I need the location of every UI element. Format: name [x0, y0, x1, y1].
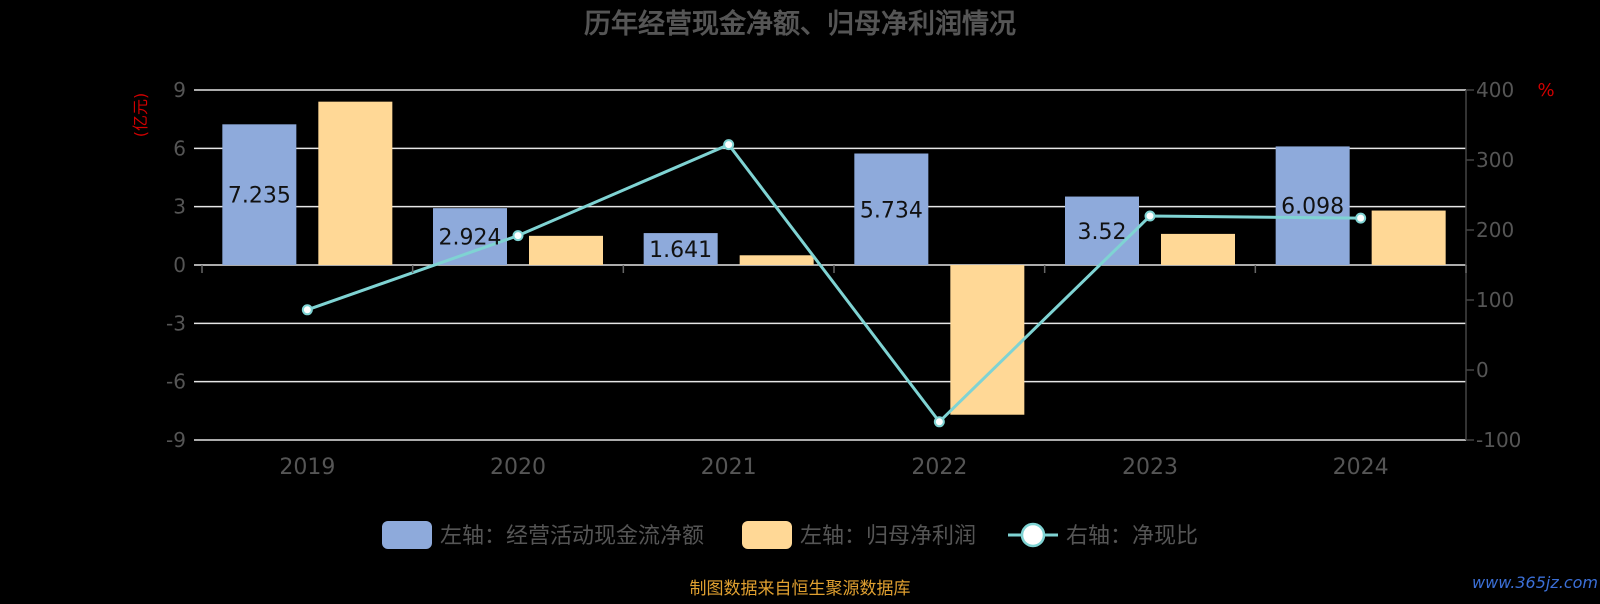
right-tick-label: 300 [1476, 148, 1514, 172]
line-point [301, 304, 313, 316]
line-point [723, 139, 735, 151]
right-tick-label: 100 [1476, 288, 1514, 312]
left-tick-label: -3 [166, 311, 186, 335]
bar-data-label: 6.098 [1281, 195, 1344, 220]
legend[interactable]: 左轴：经营活动现金流净额 左轴：归母净利润 右轴：净现比 [382, 521, 1198, 549]
right-tick-label: 400 [1476, 78, 1514, 102]
bar-data-label: 7.235 [228, 184, 291, 209]
legend-item[interactable]: 右轴：净现比 [1008, 522, 1198, 549]
bar-operating-cash-flow [1275, 146, 1350, 265]
legend-label: 左轴：归母净利润 [800, 524, 976, 549]
bar-operating-cash-flow [1065, 196, 1139, 265]
watermark: www.365jz.com [1472, 573, 1598, 592]
legend-item[interactable]: 左轴：归母净利润 [742, 521, 976, 549]
left-tick-label: 0 [173, 253, 186, 277]
left-tick-label: 3 [173, 195, 186, 219]
left-tick-label: 9 [173, 78, 186, 102]
axis-layer: 9 6 3 0 -3 -6 -9 400 300 200 100 0 -100 2019 2020 2021 2… [166, 78, 1521, 480]
right-tick-label: 200 [1476, 218, 1514, 242]
bar-operating-cash-flow [433, 208, 507, 265]
bar-layer [222, 101, 1446, 415]
source-note: 制图数据来自恒生聚源数据库 [690, 579, 911, 599]
x-tick-label: 2022 [911, 455, 967, 480]
bar-data-label: 1.641 [649, 238, 712, 263]
bar-net-profit [1371, 210, 1446, 265]
label-layer: 7.235 2.924 1.641 5.734 3.52 6.098 [228, 184, 1344, 263]
x-tick-label: 2020 [490, 455, 546, 480]
left-tick-label: -9 [166, 428, 186, 452]
left-tick-label: -6 [166, 370, 186, 394]
chart-title: 历年经营现金净额、归母净利润情况 [584, 8, 1016, 40]
bar-net-profit [950, 265, 1025, 415]
line-point [933, 416, 945, 428]
bar-net-profit [1161, 233, 1235, 265]
line-layer [301, 139, 1367, 428]
left-axis-unit-label: (亿元) [131, 93, 150, 138]
bar-operating-cash-flow [222, 124, 297, 265]
bar-data-label: 3.52 [1078, 220, 1127, 245]
right-axis-unit-label: % [1537, 80, 1554, 101]
x-tick-label: 2023 [1122, 455, 1178, 480]
bar-net-profit [739, 255, 814, 265]
legend-swatch [382, 521, 432, 549]
bar-operating-cash-flow [643, 233, 718, 265]
legend-label: 左轴：经营活动现金流净额 [440, 524, 704, 549]
bar-net-profit [529, 235, 603, 265]
line-point [1355, 212, 1367, 224]
x-tick-label: 2024 [1333, 455, 1389, 480]
legend-label: 右轴：净现比 [1066, 524, 1198, 549]
x-tick-label: 2021 [701, 455, 757, 480]
left-tick-label: 6 [173, 136, 186, 160]
right-tick-label: -100 [1476, 428, 1521, 452]
legend-item[interactable]: 左轴：经营活动现金流净额 [382, 521, 704, 549]
bar-operating-cash-flow [854, 153, 929, 265]
x-tick-label: 2019 [279, 455, 335, 480]
line-net-cash-ratio [306, 142, 1361, 425]
line-point [1144, 210, 1156, 222]
bar-data-label: 2.924 [439, 226, 502, 251]
line-point [512, 230, 524, 242]
right-tick-label: 0 [1476, 358, 1489, 382]
bar-data-label: 5.734 [860, 198, 923, 223]
bar-net-profit [318, 101, 393, 266]
legend-swatch [742, 521, 792, 549]
legend-swatch-marker [1020, 522, 1046, 548]
grid-layer [194, 89, 1466, 441]
